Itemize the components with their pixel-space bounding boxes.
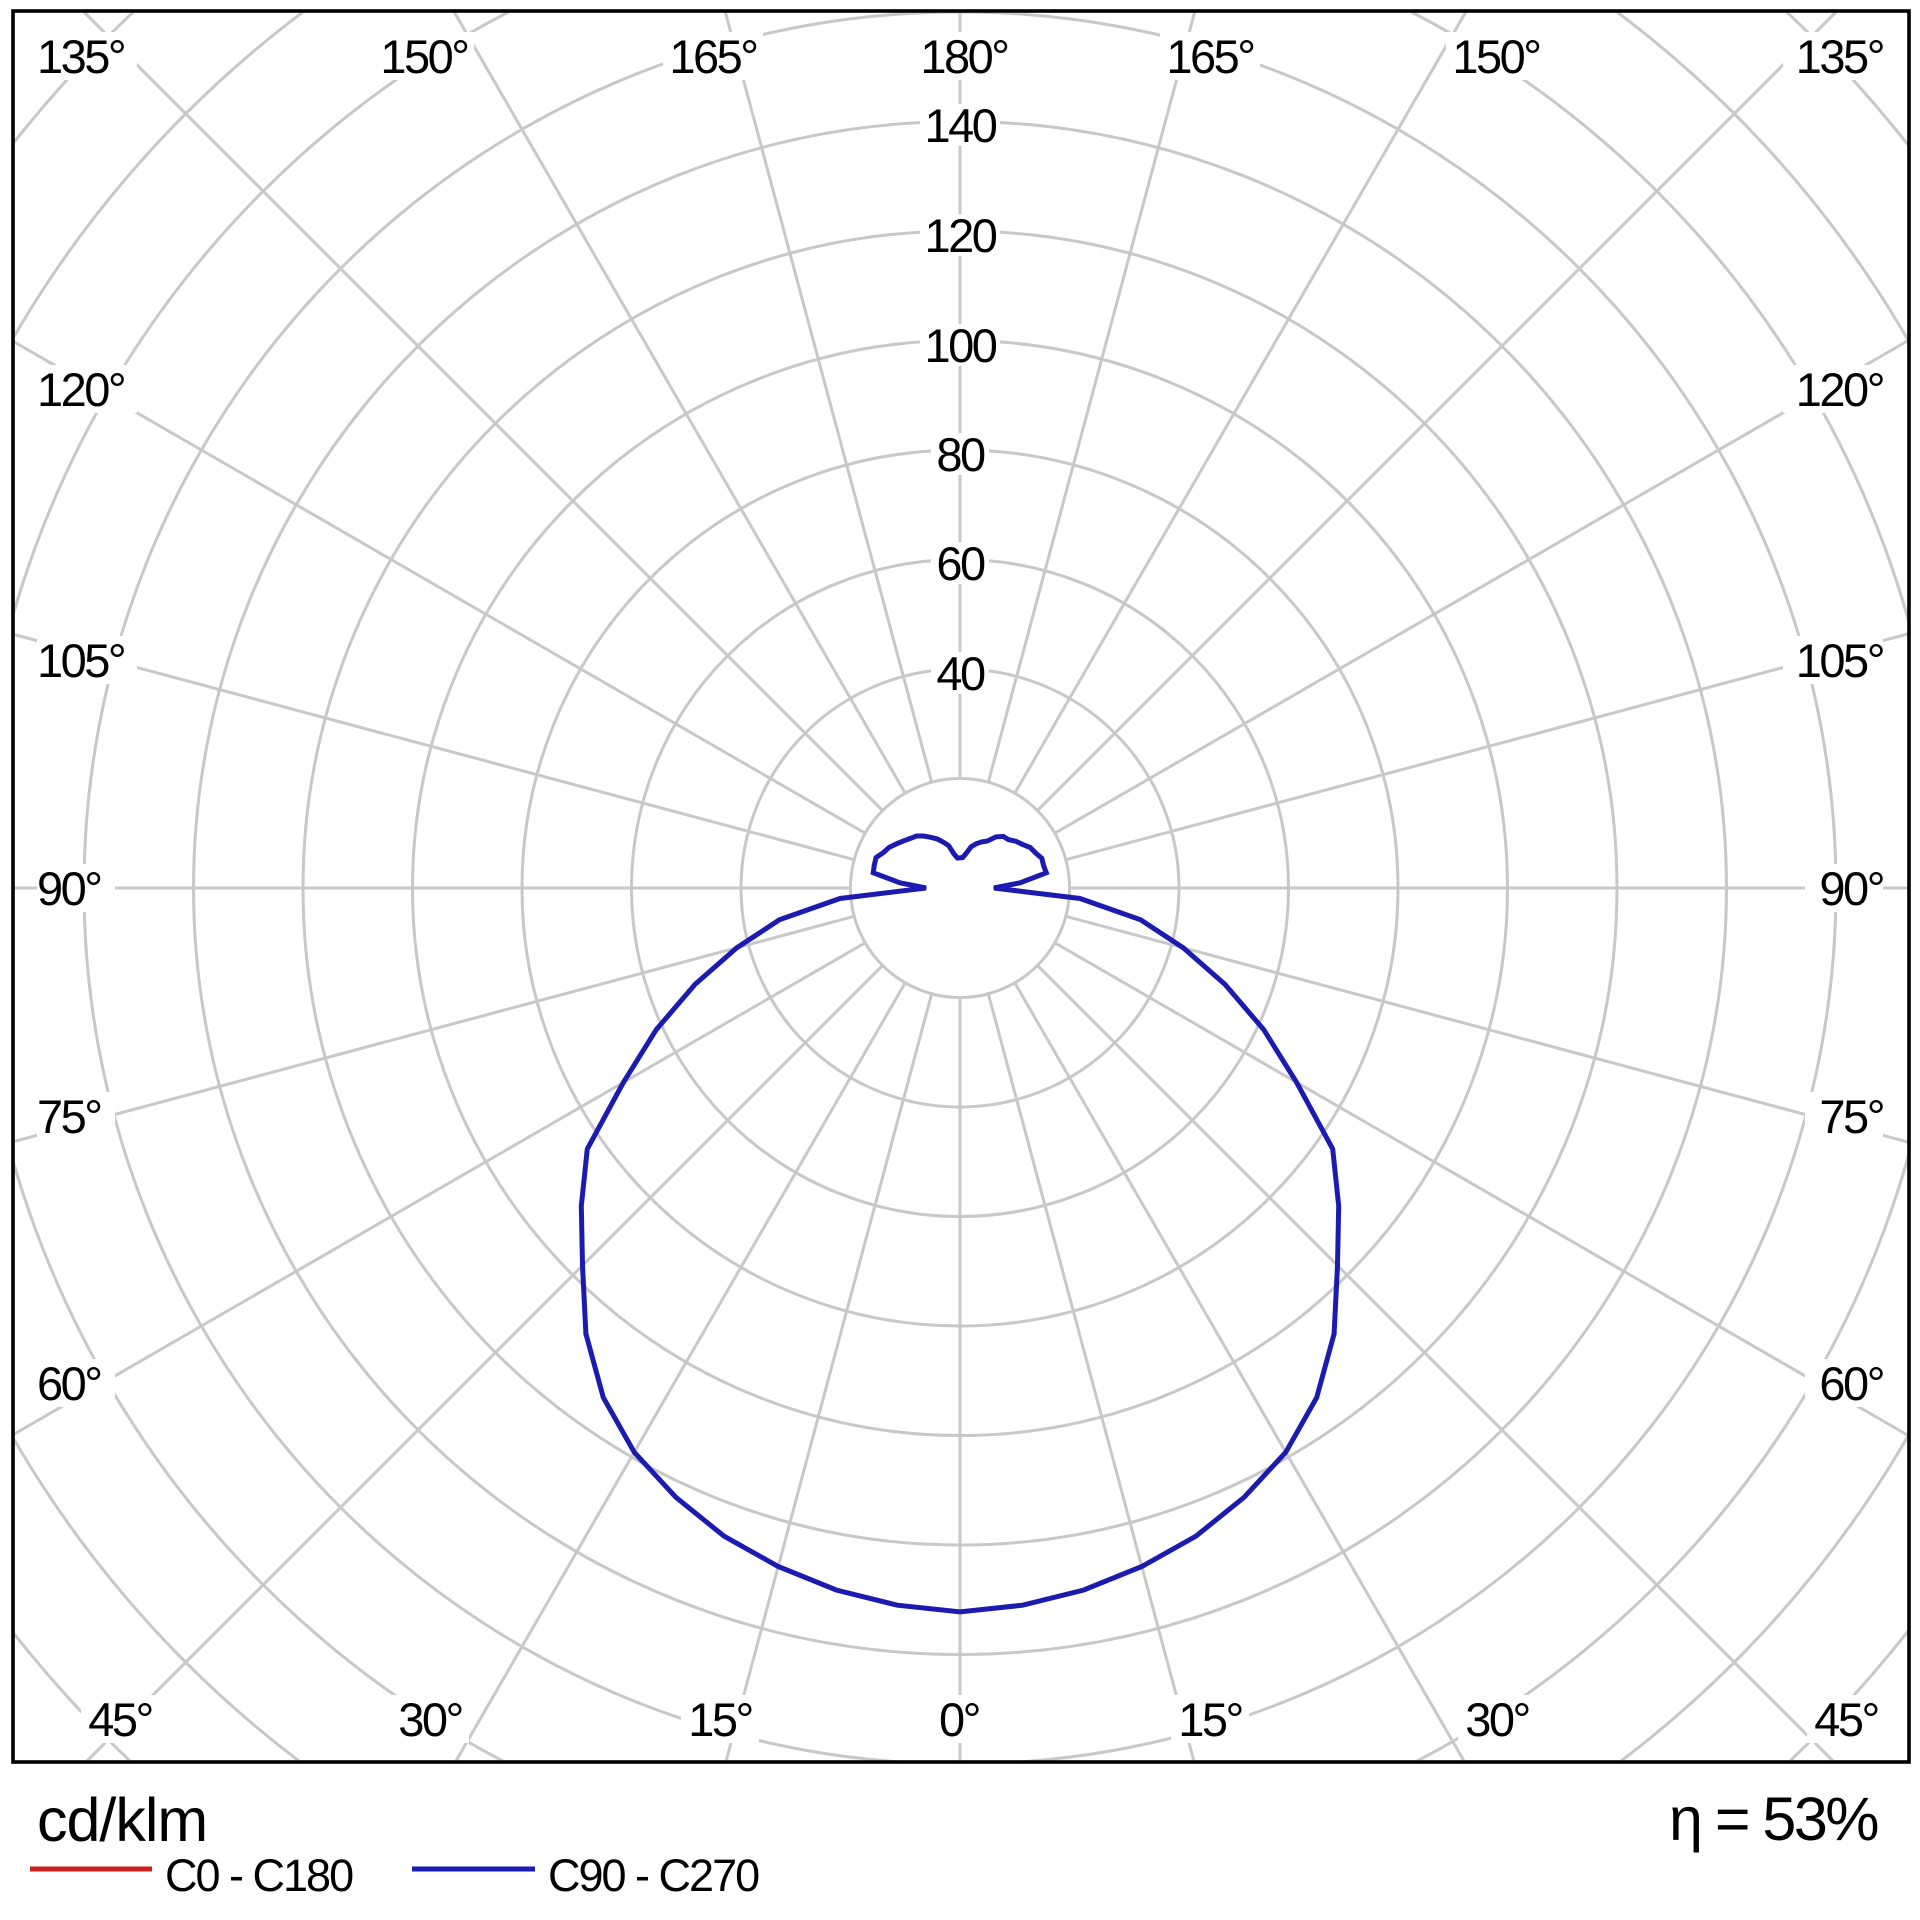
svg-text:15°: 15° (688, 1693, 752, 1746)
svg-text:C90 - C270: C90 - C270 (548, 1850, 759, 1901)
svg-text:80: 80 (936, 428, 985, 481)
svg-text:135°: 135° (37, 30, 124, 83)
svg-text:30°: 30° (398, 1693, 462, 1746)
svg-text:105°: 105° (1796, 634, 1883, 687)
svg-text:40: 40 (936, 647, 985, 700)
svg-text:45°: 45° (1814, 1693, 1878, 1746)
svg-text:60°: 60° (37, 1357, 101, 1410)
svg-text:150°: 150° (380, 30, 467, 83)
svg-text:165°: 165° (1166, 30, 1253, 83)
svg-text:60: 60 (936, 537, 985, 590)
svg-text:100: 100 (925, 319, 997, 372)
svg-text:45°: 45° (88, 1693, 152, 1746)
svg-text:C0 - C180: C0 - C180 (165, 1850, 353, 1901)
svg-text:0°: 0° (939, 1693, 979, 1746)
svg-text:120: 120 (925, 209, 997, 262)
svg-text:90°: 90° (37, 862, 101, 915)
svg-text:135°: 135° (1796, 30, 1883, 83)
svg-text:150°: 150° (1452, 30, 1539, 83)
svg-text:180°: 180° (920, 30, 1007, 83)
svg-text:75°: 75° (37, 1090, 101, 1143)
svg-text:15°: 15° (1178, 1693, 1242, 1746)
svg-text:105°: 105° (37, 634, 124, 687)
svg-text:120°: 120° (37, 363, 124, 416)
svg-text:cd/klm: cd/klm (37, 1786, 207, 1854)
svg-text:140: 140 (925, 99, 997, 152)
svg-text:120°: 120° (1796, 363, 1883, 416)
svg-text:165°: 165° (669, 30, 756, 83)
svg-text:η = 53%: η = 53% (1669, 1785, 1878, 1853)
svg-text:30°: 30° (1465, 1693, 1529, 1746)
svg-text:60°: 60° (1819, 1357, 1883, 1410)
svg-text:75°: 75° (1819, 1090, 1883, 1143)
svg-text:90°: 90° (1819, 862, 1883, 915)
